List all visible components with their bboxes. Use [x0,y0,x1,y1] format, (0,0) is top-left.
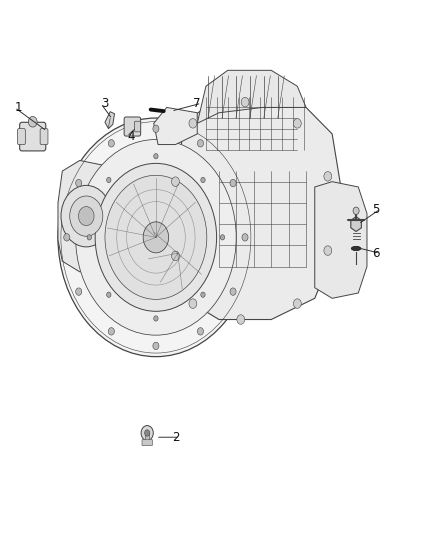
Circle shape [108,140,114,147]
Circle shape [153,342,159,350]
Circle shape [201,292,205,297]
Text: 2: 2 [172,431,179,444]
Circle shape [76,179,82,187]
Polygon shape [176,92,341,319]
FancyBboxPatch shape [20,122,46,151]
Text: 6: 6 [372,247,379,260]
Circle shape [353,207,359,215]
FancyBboxPatch shape [18,128,25,144]
Polygon shape [105,112,115,128]
Circle shape [28,116,37,127]
Text: 3: 3 [101,96,109,110]
Circle shape [201,177,205,183]
Circle shape [154,154,158,159]
Circle shape [230,288,236,295]
Circle shape [324,246,332,255]
Circle shape [70,196,103,236]
Circle shape [154,316,158,321]
Circle shape [95,164,217,311]
Circle shape [106,177,111,183]
Bar [145,433,149,441]
FancyBboxPatch shape [142,439,152,446]
Polygon shape [197,70,306,123]
Circle shape [76,288,82,295]
Circle shape [106,292,111,297]
Circle shape [198,140,204,147]
Circle shape [108,328,114,335]
Circle shape [198,328,204,335]
Circle shape [58,118,254,357]
Circle shape [172,177,180,187]
Circle shape [293,118,301,128]
Circle shape [237,315,245,324]
Polygon shape [315,182,367,298]
Circle shape [145,430,150,436]
Circle shape [189,299,197,309]
Text: 4: 4 [127,130,135,143]
FancyBboxPatch shape [124,117,141,136]
Ellipse shape [351,246,361,251]
Text: 5: 5 [372,203,379,216]
Circle shape [78,207,94,225]
FancyBboxPatch shape [134,121,141,132]
Circle shape [87,235,92,240]
Circle shape [220,235,225,240]
Circle shape [105,175,207,300]
Polygon shape [58,160,132,272]
FancyBboxPatch shape [40,128,48,144]
Text: 1: 1 [15,101,22,114]
Circle shape [143,222,169,253]
Circle shape [241,98,249,107]
Circle shape [61,185,112,247]
Circle shape [64,233,70,241]
Circle shape [153,125,159,133]
Circle shape [172,251,180,261]
Circle shape [242,233,248,241]
Circle shape [230,179,236,187]
Circle shape [324,172,332,181]
Circle shape [293,299,301,309]
Circle shape [76,140,236,335]
Circle shape [189,118,197,128]
Polygon shape [351,216,361,231]
Polygon shape [154,108,197,144]
Text: 7: 7 [194,96,201,110]
Circle shape [141,425,153,440]
